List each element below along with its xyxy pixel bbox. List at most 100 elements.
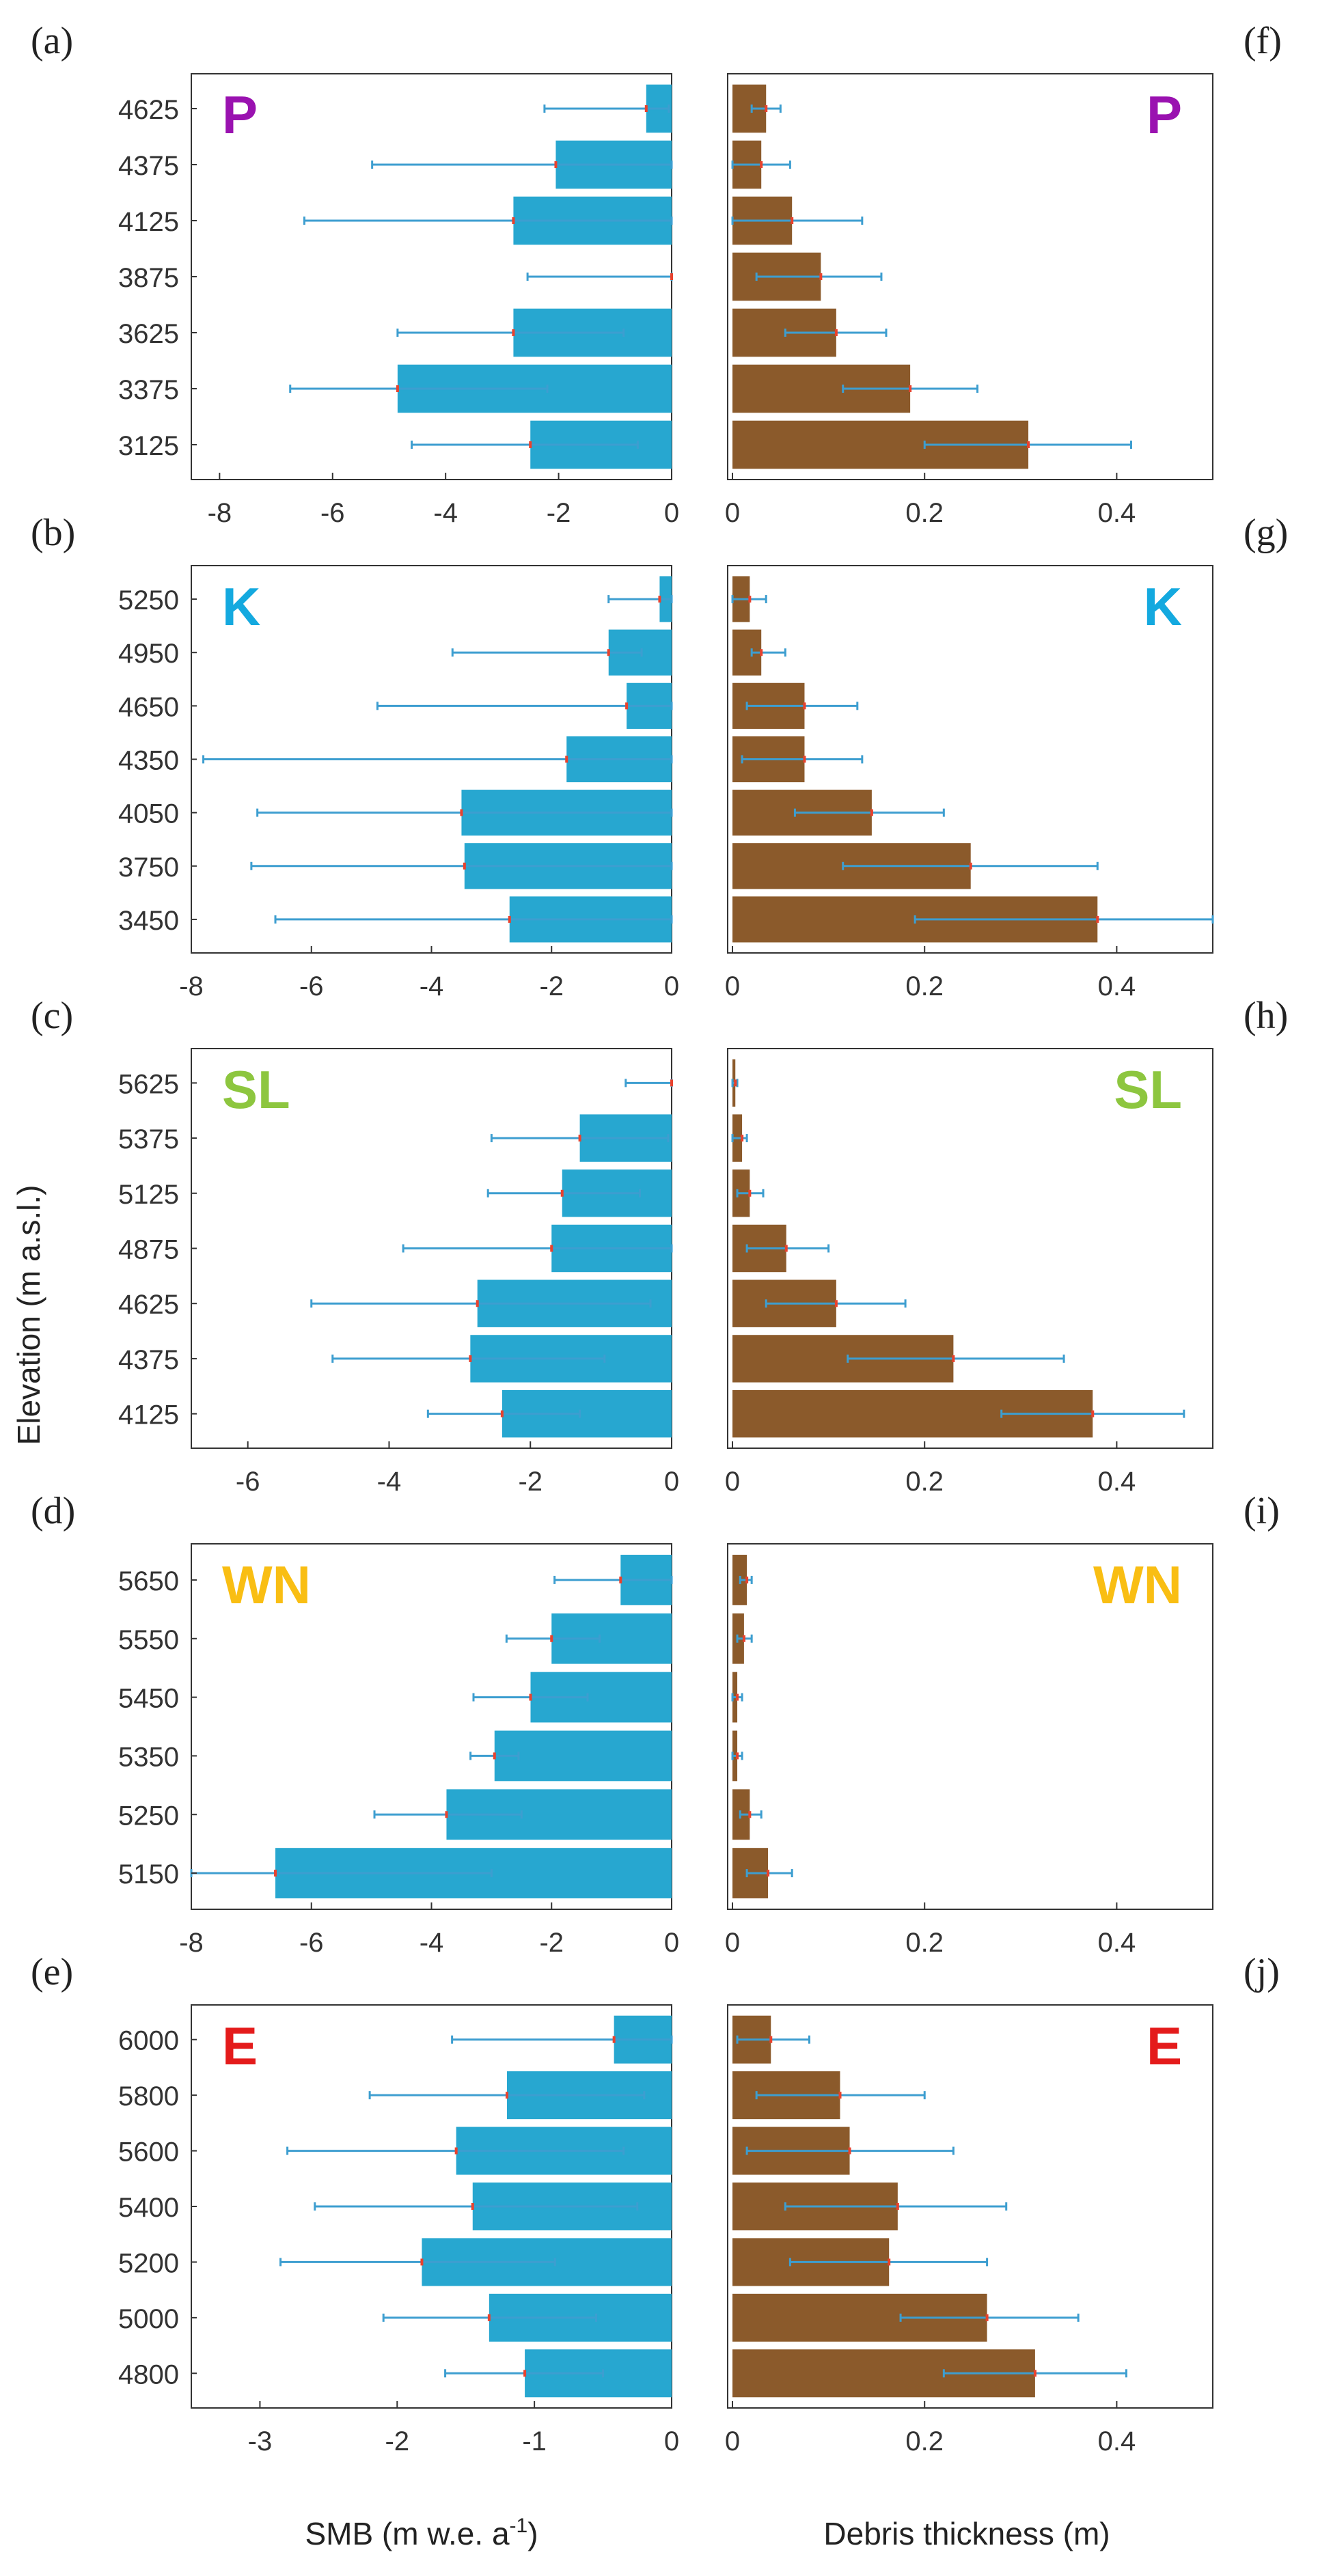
elevation-tick-label: 5650 xyxy=(118,1566,179,1596)
x-tick-label: -6 xyxy=(320,498,345,528)
elevation-tick-label: 3625 xyxy=(118,319,179,349)
x-tick-label: 0 xyxy=(725,2426,740,2456)
glacier-label: SL xyxy=(1114,1060,1182,1120)
elevation-tick-label: 5400 xyxy=(118,2193,179,2223)
elevation-tick-label: 5375 xyxy=(118,1124,179,1154)
elevation-tick-label: 4350 xyxy=(118,746,179,776)
glacier-label: SL xyxy=(222,1060,290,1120)
elevation-tick-label: 6000 xyxy=(118,2026,179,2056)
elevation-tick-label: 3450 xyxy=(118,906,179,936)
elevation-tick-label: 4650 xyxy=(118,692,179,722)
x-tick-label: 0.2 xyxy=(905,2426,944,2456)
x-tick-label: 0 xyxy=(725,971,740,1001)
glacier-label: E xyxy=(222,2016,258,2076)
x-tick-label: 0 xyxy=(664,971,679,1001)
glacier-label: P xyxy=(222,85,258,145)
x-tick-label: -4 xyxy=(433,498,458,528)
x-tick-label: -6 xyxy=(299,971,324,1001)
elevation-tick-label: 5600 xyxy=(118,2137,179,2168)
plot-frame xyxy=(727,73,1213,480)
glacier-label: K xyxy=(1144,577,1182,637)
elevation-tick-label: 4125 xyxy=(118,207,179,237)
bar xyxy=(494,1730,672,1782)
glacier-label: E xyxy=(1147,2016,1182,2076)
y-axis-label: Elevation (m a.s.l.) xyxy=(11,1185,46,1445)
elevation-tick-label: 5800 xyxy=(118,2081,179,2111)
x-tick-label: -6 xyxy=(236,1467,260,1497)
x-tick-label: -2 xyxy=(518,1467,543,1497)
elevation-tick-label: 4625 xyxy=(118,1290,179,1320)
x-tick-label: -2 xyxy=(385,2426,409,2456)
elevation-tick-label: 4050 xyxy=(118,799,179,829)
panel-i: 0 0.2 0.4 WN (i) xyxy=(725,1490,1280,1958)
x-tick-label: 0 xyxy=(664,1928,679,1958)
x-tick-label: -4 xyxy=(420,1928,444,1958)
x-tick-label: 0 xyxy=(664,2426,679,2456)
x-tick-label: 0 xyxy=(725,498,740,528)
x-tick-label: 0 xyxy=(725,1467,740,1497)
elevation-tick-label: 4125 xyxy=(118,1400,179,1430)
elevation-tick-label: 5450 xyxy=(118,1684,179,1714)
panel-letter: (j) xyxy=(1244,1951,1280,1993)
x-tick-label: -2 xyxy=(539,971,564,1001)
panel-f: 0 0.2 0.4 P (f) xyxy=(725,20,1282,528)
x-tick-label: -6 xyxy=(299,1928,324,1958)
elevation-tick-label: 3875 xyxy=(118,263,179,293)
x-tick-label: 0 xyxy=(664,498,679,528)
elevation-tick-label: 4375 xyxy=(118,151,179,181)
panel-letter: (e) xyxy=(31,1951,73,1993)
panel-letter: (a) xyxy=(31,20,73,62)
elevation-tick-label: 5250 xyxy=(118,1801,179,1831)
panel-j: 0 0.2 0.4 E (j) xyxy=(725,1951,1280,2456)
panel-b: 5250 4950 4650 4350 4050 3750 3450 -8 -6 -4 -2 0 K (b… xyxy=(31,512,679,1001)
elevation-tick-label: 5000 xyxy=(118,2304,179,2334)
x-tick-label: 0.2 xyxy=(905,498,944,528)
panel-letter: (d) xyxy=(31,1490,75,1532)
plot-frame xyxy=(727,565,1213,954)
elevation-tick-label: 5200 xyxy=(118,2248,179,2278)
panel-e: 6000 5800 5600 5400 5200 5000 4800 -3 -2 -1 0 E (e) xyxy=(31,1951,679,2456)
panel-a: 4625 4375 4125 3875 3625 3375 3125 -8 -6 -4 -2 0 P (a… xyxy=(31,20,679,528)
x-tick-label: 0 xyxy=(664,1467,679,1497)
elevation-tick-label: 4375 xyxy=(118,1345,179,1375)
x-tick-label: 0.2 xyxy=(905,971,944,1001)
panel-g: 0 0.2 0.4 K (g) xyxy=(725,512,1288,1001)
elevation-tick-label: 4875 xyxy=(118,1235,179,1265)
elevation-tick-label: 5625 xyxy=(118,1069,179,1099)
x-tick-label: 0 xyxy=(725,1928,740,1958)
elevation-tick-label: 5250 xyxy=(118,585,179,615)
panel-letter: (f) xyxy=(1244,20,1282,62)
elevation-tick-label: 3375 xyxy=(118,375,179,405)
panel-h: 0 0.2 0.4 SL (h) xyxy=(725,995,1288,1497)
x-tick-label: 0.4 xyxy=(1098,1928,1136,1958)
elevation-tick-label: 4800 xyxy=(118,2359,179,2390)
panel-letter: (c) xyxy=(31,995,73,1037)
elevation-tick-label: 4625 xyxy=(118,95,179,125)
x-tick-label: -8 xyxy=(179,1928,204,1958)
x-tick-label: -4 xyxy=(377,1467,402,1497)
x-tick-label: -8 xyxy=(179,971,204,1001)
plot-frame xyxy=(727,1048,1213,1449)
glacier-label: K xyxy=(222,577,260,637)
panel-c: 5625 5375 5125 4875 4625 4375 4125 -6 -4 -2 0 SL (c) xyxy=(31,995,679,1497)
elevation-tick-label: 5350 xyxy=(118,1742,179,1772)
panel-letter: (h) xyxy=(1244,995,1288,1037)
glacier-label: WN xyxy=(1093,1555,1182,1615)
x-tick-label: 0.4 xyxy=(1098,1467,1136,1497)
x-tick-label: -1 xyxy=(522,2426,547,2456)
panel-letter: (b) xyxy=(31,512,75,554)
panel-d: 5650 5550 5450 5350 5250 5150 -8 -6 -4 -2 0 WN (d) xyxy=(31,1490,679,1958)
glacier-label: WN xyxy=(222,1555,311,1615)
x-tick-label: -3 xyxy=(248,2426,273,2456)
panel-letter: (i) xyxy=(1244,1490,1280,1532)
plot-frame xyxy=(727,1543,1213,1910)
debris-axis-label: Debris thickness (m) xyxy=(823,2516,1110,2551)
x-tick-label: 0.4 xyxy=(1098,971,1136,1001)
elevation-tick-label: 5150 xyxy=(118,1859,179,1889)
x-tick-label: 0.4 xyxy=(1098,498,1136,528)
elevation-tick-label: 4950 xyxy=(118,639,179,669)
plot-frame xyxy=(727,2004,1213,2409)
x-tick-label: 0.2 xyxy=(905,1928,944,1958)
panel-letter: (g) xyxy=(1244,512,1288,554)
